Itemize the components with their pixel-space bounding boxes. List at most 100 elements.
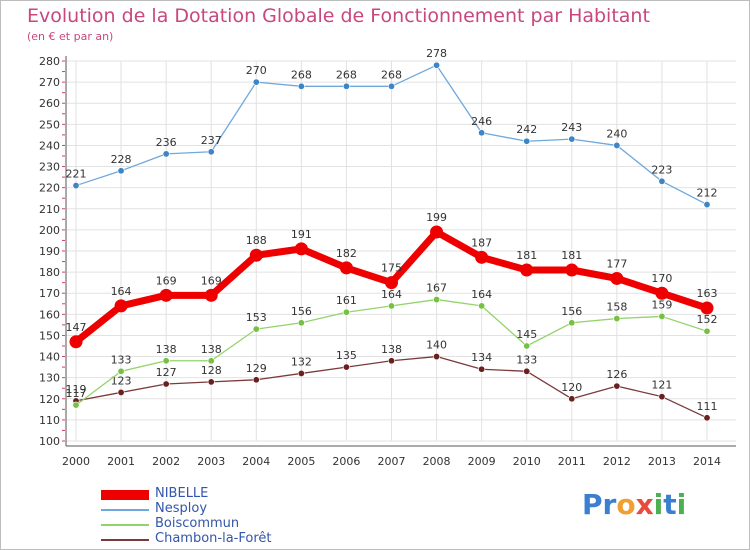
x-tick-label: 2000 <box>62 455 90 468</box>
data-label: 221 <box>66 168 87 181</box>
data-label: 138 <box>381 343 402 356</box>
data-point <box>433 353 441 361</box>
y-tick-label: 190 <box>39 245 60 258</box>
logo-letter: x <box>635 488 654 521</box>
data-point <box>252 376 260 384</box>
data-point <box>162 150 170 158</box>
x-tick-label: 2005 <box>287 455 315 468</box>
data-label: 278 <box>426 47 447 60</box>
proxiti-logo: Proxiti <box>582 488 686 521</box>
data-label: 182 <box>336 247 357 260</box>
x-tick-label: 2004 <box>242 455 270 468</box>
data-point <box>387 302 395 310</box>
data-point <box>658 393 666 401</box>
data-label: 129 <box>246 362 267 375</box>
data-label: 159 <box>651 298 672 311</box>
data-label: 152 <box>697 313 718 326</box>
data-label: 135 <box>336 349 357 362</box>
data-point <box>207 357 215 365</box>
legend-swatch <box>101 523 149 526</box>
y-tick-label: 120 <box>39 393 60 406</box>
series-chambon-la-for-t: 119 123 127 128 129 132 135 138 140 134 133 120 126 1… <box>66 339 718 422</box>
data-label: 187 <box>471 236 492 249</box>
series-nesploy: 221 228 236 237 270 268 268 268 278 246 242 243 240 2… <box>66 47 718 209</box>
data-label: 169 <box>201 274 222 287</box>
x-tick-label: 2012 <box>603 455 631 468</box>
data-point <box>72 182 80 190</box>
data-point <box>207 148 215 156</box>
data-point <box>342 363 350 371</box>
data-label: 134 <box>471 351 492 364</box>
x-tick-label: 2013 <box>648 455 676 468</box>
data-label: 121 <box>651 379 672 392</box>
data-point <box>475 250 489 264</box>
x-tick-label: 2006 <box>332 455 360 468</box>
data-point <box>114 299 128 313</box>
data-label: 170 <box>651 272 672 285</box>
data-label: 133 <box>111 353 132 366</box>
data-point <box>478 129 486 137</box>
logo-letter: i <box>676 488 687 521</box>
data-label: 268 <box>381 68 402 81</box>
data-point <box>69 335 83 349</box>
data-point <box>72 401 80 409</box>
y-tick-label: 250 <box>39 118 60 131</box>
data-point <box>658 177 666 185</box>
data-point <box>613 382 621 390</box>
y-tick-label: 230 <box>39 161 60 174</box>
data-label: 158 <box>606 301 627 314</box>
legend-swatch <box>101 489 149 500</box>
data-point <box>252 78 260 86</box>
y-tick-label: 280 <box>39 55 60 68</box>
data-label: 153 <box>246 311 267 324</box>
data-label: 246 <box>471 115 492 128</box>
data-label: 128 <box>201 364 222 377</box>
y-tick-label: 240 <box>39 139 60 152</box>
data-label: 140 <box>426 339 447 352</box>
y-tick-label: 100 <box>39 435 60 448</box>
series-boiscommun: 117 133 138 138 153 156 161 164 167 164 145 156 158 1… <box>66 282 718 409</box>
data-label: 177 <box>606 257 627 270</box>
data-label: 127 <box>156 366 177 379</box>
data-label: 181 <box>516 249 537 262</box>
data-point <box>249 248 263 262</box>
data-label: 164 <box>381 288 402 301</box>
data-label: 181 <box>561 249 582 262</box>
logo-letter: P <box>582 488 603 521</box>
grid: 100 110 120 130 140 150 160 170 180 190 200 210 220 2… <box>39 55 736 468</box>
data-point <box>613 141 621 149</box>
data-label: 163 <box>697 287 718 300</box>
data-point <box>658 312 666 320</box>
data-label: 111 <box>697 400 718 413</box>
data-label: 147 <box>66 321 87 334</box>
legend-label: Nesploy <box>155 501 208 516</box>
data-point <box>207 378 215 386</box>
data-label: 188 <box>246 234 267 247</box>
data-label: 240 <box>606 127 627 140</box>
data-point <box>523 342 531 350</box>
data-label: 138 <box>156 343 177 356</box>
data-point <box>204 288 218 302</box>
logo-letter: i <box>653 488 664 521</box>
data-point <box>655 286 669 300</box>
data-point <box>700 301 714 315</box>
data-label: 161 <box>336 294 357 307</box>
data-label: 268 <box>336 68 357 81</box>
data-point <box>297 82 305 90</box>
data-point <box>387 357 395 365</box>
data-point <box>117 367 125 375</box>
data-point <box>610 271 624 285</box>
data-point <box>703 201 711 209</box>
data-point <box>162 380 170 388</box>
data-point <box>568 135 576 143</box>
data-label: 132 <box>291 355 312 368</box>
data-point <box>568 319 576 327</box>
data-point <box>520 263 534 277</box>
y-tick-label: 140 <box>39 351 60 364</box>
y-tick-label: 210 <box>39 203 60 216</box>
data-label: 119 <box>66 383 87 396</box>
data-label: 145 <box>516 328 537 341</box>
data-label: 212 <box>697 187 718 200</box>
legend-swatch <box>101 538 149 541</box>
